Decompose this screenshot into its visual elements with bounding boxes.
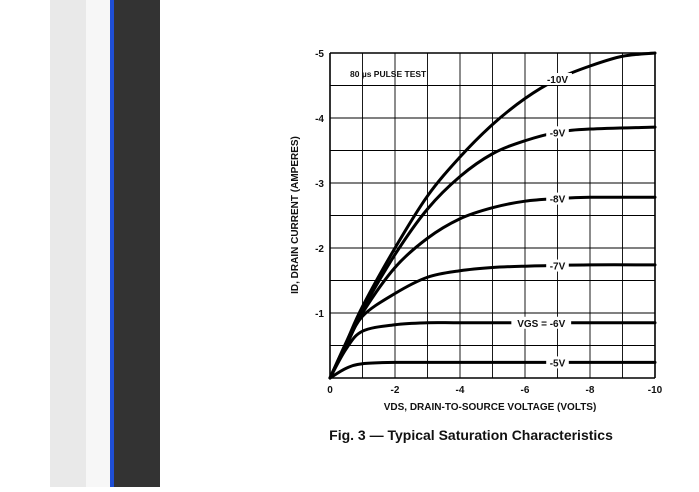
y-tick-label: -4 [315, 114, 324, 125]
series-label: VGS = -6V [517, 319, 565, 330]
x-tick-label: -2 [391, 385, 400, 396]
curve-series-1 [328, 321, 657, 380]
series-label-bg [543, 73, 572, 85]
series-label-bg [546, 192, 569, 205]
x-tick-label: -4 [456, 385, 465, 396]
sidebar-gray-strip [50, 0, 86, 487]
y-tick-label: -3 [315, 179, 324, 190]
left-margin [0, 0, 50, 487]
series-label: -9V [550, 128, 566, 139]
series-label: -10V [547, 75, 568, 86]
x-tick-label: 0 [327, 385, 333, 396]
pulse-test-annotation: 80 µs PULSE TEST [350, 69, 427, 79]
x-tick-label: -8 [586, 385, 595, 396]
y-axis-label: ID, DRAIN CURRENT (AMPERES) [290, 136, 301, 294]
tick-labels: 0 -2 -4 -6 -8 -10 -1 -2 -3 -4 -5 [315, 49, 663, 396]
x-tick-label: -10 [648, 385, 663, 396]
series-label-bg [546, 356, 569, 369]
saturation-chart: 0 -2 -4 -6 -8 -10 -1 -2 -3 -4 -5 -5V VGS = -6V -7V -8… [290, 49, 663, 443]
curve-series-5 [328, 51, 657, 380]
series-label-bg [511, 316, 572, 329]
curve-series-0 [328, 360, 657, 380]
series-labels: -5V VGS = -6V -7V -8V -9V -10V [511, 73, 572, 369]
y-tick-label: -1 [315, 309, 324, 320]
y-tick-label: -2 [315, 244, 324, 255]
series-label-bg [546, 259, 569, 272]
x-axis-label: VDS, DRAIN-TO-SOURCE VOLTAGE (VOLTS) [384, 402, 597, 413]
series-label: -8V [550, 195, 566, 206]
sidebar-gap [86, 0, 110, 487]
chart-grid [329, 52, 656, 379]
document-page: 0 -2 -4 -6 -8 -10 -1 -2 -3 -4 -5 -5V VGS = -6V -7V -8… [160, 0, 699, 487]
series-label: -7V [550, 262, 566, 273]
series-label-bg [546, 126, 569, 139]
series-label: -5V [550, 358, 566, 369]
focus-border-line [110, 0, 114, 487]
figure-caption: Fig. 3 — Typical Saturation Characterist… [329, 427, 613, 443]
dark-side-panel [114, 0, 160, 487]
y-tick-label: -5 [315, 49, 324, 60]
x-tick-label: -6 [521, 385, 530, 396]
